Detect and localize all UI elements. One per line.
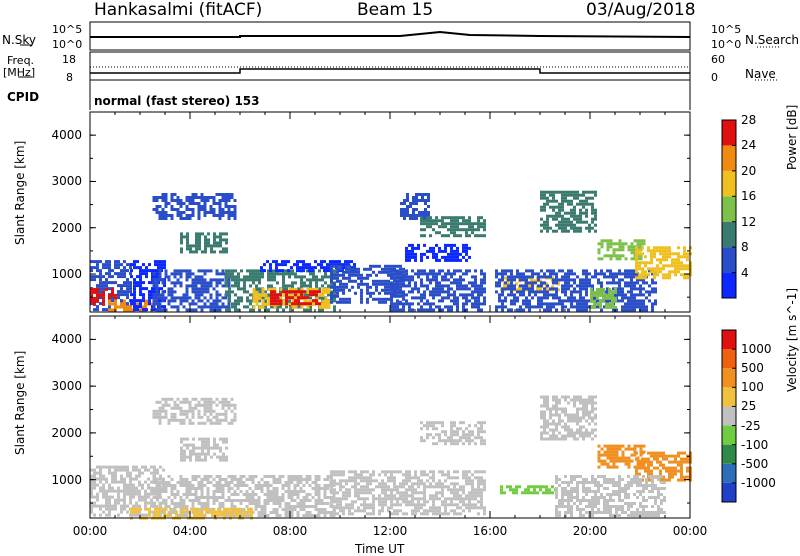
freq-trace (90, 69, 690, 73)
y-tick-label: 1000 (51, 268, 82, 280)
x-tick-label: 12:00 (373, 525, 408, 537)
colorbar-swatch (722, 247, 736, 272)
data-region-14 (420, 216, 486, 237)
data-region-5 (180, 232, 228, 253)
y-tick-label: 2000 (51, 427, 82, 439)
velocity-colorbar (722, 330, 736, 502)
data-region-18 (540, 191, 597, 233)
x-tick-label: 16:00 (473, 525, 508, 537)
colorbar-tick-label: 28 (741, 114, 756, 126)
y-tick-label: 2000 (51, 222, 82, 234)
x-tick-label: 08:00 (273, 525, 308, 537)
colorbar-swatch (722, 222, 736, 247)
colorbar-tick-label: 8 (741, 241, 749, 253)
colorbar-swatch (722, 464, 736, 483)
nsky-trace (90, 32, 690, 37)
colorbar-tick-label: 12 (741, 216, 756, 228)
y-tick-label: 3000 (51, 175, 82, 187)
x-axis-label: Time UT (355, 543, 404, 555)
colorbar-tick-label: 16 (741, 190, 756, 202)
data-region-15 (405, 244, 471, 262)
velocity-panel (90, 316, 692, 520)
colorbar-tick-label: -500 (741, 458, 768, 470)
data-region-5 (330, 470, 486, 515)
colorbar-swatch (722, 426, 736, 445)
colorbar-swatch (722, 330, 736, 349)
colorbar-swatch (722, 120, 736, 145)
data-region-2 (180, 438, 228, 462)
colorbar-tick-label: -100 (741, 439, 768, 451)
data-region-12 (390, 269, 486, 311)
colorbar-swatch (722, 483, 736, 502)
colorbar-swatch (722, 368, 736, 387)
colorbar-tick-label: -25 (741, 420, 761, 432)
x-tick-label: 04:00 (173, 525, 208, 537)
y-tick-label: 1000 (51, 474, 82, 486)
y-tick-label: 4000 (51, 129, 82, 141)
power-colorbar-label: Power [dB] (786, 105, 798, 170)
colorbar-swatch (722, 196, 736, 221)
colorbar-swatch (722, 349, 736, 368)
data-region-6 (420, 421, 486, 445)
power-colorbar (722, 120, 736, 298)
velocity-y-axis-label: Slant Range [km] (14, 351, 26, 455)
data-region-17 (495, 269, 657, 311)
colorbar-tick-label: 100 (741, 381, 764, 393)
y-tick-label: 4000 (51, 333, 82, 345)
colorbar-tick-label: 25 (741, 400, 756, 412)
power-panel (90, 112, 692, 312)
colorbar-tick-label: 4 (741, 267, 749, 279)
colorbar-swatch (722, 445, 736, 464)
data-region-7 (500, 485, 557, 494)
colorbar-tick-label: -1000 (741, 477, 776, 489)
velocity-colorbar-label: Velocity [m s^-1] (786, 288, 798, 392)
x-tick-label: 00:00 (73, 525, 108, 537)
colorbar-tick-label: 24 (741, 139, 756, 151)
x-tick-label: 00:00 (673, 525, 708, 537)
data-region-20 (635, 246, 692, 279)
colorbar-swatch (722, 273, 736, 298)
colorbar-tick-label: 20 (741, 165, 756, 177)
data-region-1 (153, 398, 237, 425)
colorbar-tick-label: 1000 (741, 343, 772, 355)
colorbar-swatch (722, 145, 736, 170)
y-tick-label: 3000 (51, 380, 82, 392)
colorbar-swatch (722, 387, 736, 406)
colorbar-swatch (722, 406, 736, 425)
data-region-8 (540, 396, 597, 441)
colorbar-tick-label: 500 (741, 362, 764, 374)
colorbar-swatch (722, 171, 736, 196)
x-tick-label: 20:00 (573, 525, 608, 537)
data-region-13 (400, 193, 430, 220)
freq-panel-frame (90, 52, 690, 80)
data-region-4 (153, 193, 237, 220)
power-y-axis-label: Slant Range [km] (14, 141, 26, 245)
